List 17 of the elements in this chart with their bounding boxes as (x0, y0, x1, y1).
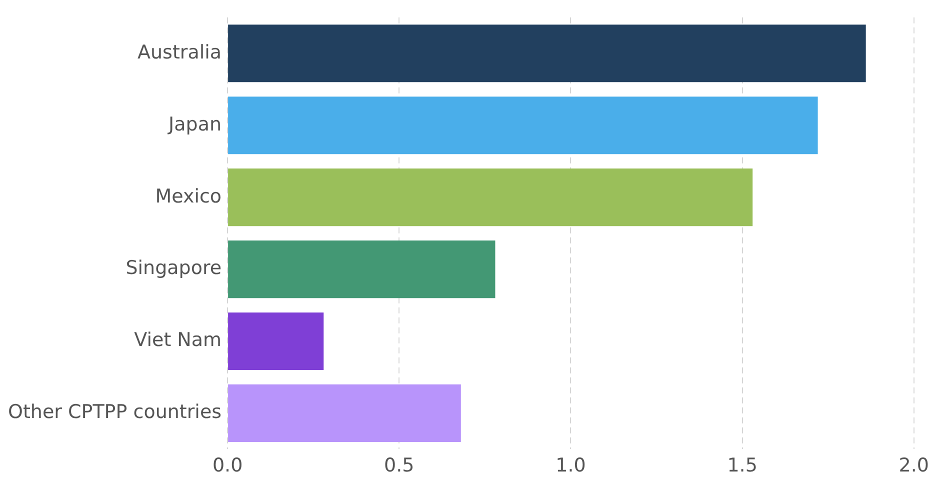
bar (228, 24, 866, 82)
x-tick-label: 1.5 (727, 454, 758, 477)
y-tick-label: Australia (138, 41, 222, 64)
bar (228, 96, 818, 154)
bar (228, 384, 461, 442)
y-tick-label: Other CPTPP countries (8, 401, 222, 424)
bar (228, 240, 496, 298)
y-tick-label: Singapore (126, 257, 222, 280)
y-tick-label: Mexico (155, 185, 222, 208)
bar (228, 312, 324, 370)
x-tick-label: 2.0 (898, 454, 929, 477)
x-tick-label: 0.5 (384, 454, 414, 477)
y-tick-label: Japan (168, 113, 222, 136)
bar (228, 168, 753, 226)
y-tick-label: Viet Nam (134, 329, 222, 352)
x-tick-label: 1.0 (556, 454, 586, 477)
x-tick-label: 0.0 (212, 454, 243, 477)
